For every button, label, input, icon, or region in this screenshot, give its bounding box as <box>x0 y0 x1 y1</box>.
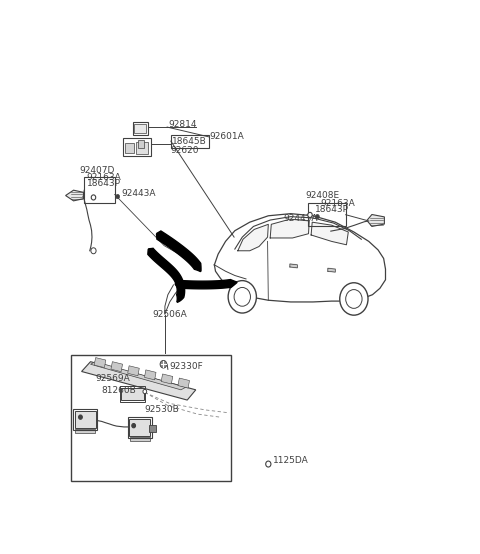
Text: 92601A: 92601A <box>210 132 244 141</box>
Circle shape <box>308 212 312 218</box>
Circle shape <box>315 214 319 219</box>
Circle shape <box>228 281 256 313</box>
Polygon shape <box>156 231 201 271</box>
Polygon shape <box>144 370 156 380</box>
Text: 92163A: 92163A <box>321 199 355 208</box>
Polygon shape <box>128 366 139 376</box>
Bar <box>136 142 148 155</box>
Text: 92814: 92814 <box>168 120 197 129</box>
Circle shape <box>91 248 96 254</box>
Polygon shape <box>367 214 384 227</box>
Circle shape <box>79 415 83 419</box>
Polygon shape <box>178 378 190 388</box>
Text: 18645B: 18645B <box>172 137 206 146</box>
Polygon shape <box>148 248 185 302</box>
Bar <box>138 140 144 147</box>
Text: 92530B: 92530B <box>145 405 180 414</box>
Text: 1125DA: 1125DA <box>273 456 309 465</box>
Polygon shape <box>290 264 297 268</box>
Bar <box>171 135 209 147</box>
Polygon shape <box>82 362 196 400</box>
Circle shape <box>340 283 368 315</box>
Bar <box>84 177 115 203</box>
Bar <box>71 355 231 481</box>
Polygon shape <box>175 280 237 289</box>
Text: 92569A: 92569A <box>96 373 130 383</box>
Bar <box>128 417 152 438</box>
Text: 18643P: 18643P <box>87 179 121 188</box>
Circle shape <box>160 361 167 368</box>
Circle shape <box>266 461 271 467</box>
Bar <box>123 138 151 156</box>
Polygon shape <box>66 190 84 201</box>
Bar <box>130 437 150 441</box>
Polygon shape <box>161 374 173 384</box>
Text: 92506A: 92506A <box>152 310 187 319</box>
Text: 92443A: 92443A <box>121 189 156 198</box>
Circle shape <box>116 194 120 199</box>
Circle shape <box>132 423 135 428</box>
Polygon shape <box>238 224 268 251</box>
Bar <box>125 143 134 153</box>
Bar <box>309 203 346 227</box>
Text: 81260B: 81260B <box>102 386 136 395</box>
Circle shape <box>143 389 147 394</box>
Polygon shape <box>111 362 122 372</box>
Text: 92407D: 92407D <box>79 166 115 175</box>
Text: 92620: 92620 <box>171 146 199 155</box>
Bar <box>121 388 144 400</box>
Polygon shape <box>94 357 106 367</box>
Text: 92330F: 92330F <box>170 362 204 371</box>
Bar <box>73 409 97 430</box>
Circle shape <box>91 195 96 200</box>
Text: 18643P: 18643P <box>315 205 349 214</box>
Bar <box>134 124 146 132</box>
Text: 92408E: 92408E <box>305 192 340 201</box>
Bar <box>74 411 96 428</box>
Bar <box>120 387 145 402</box>
Polygon shape <box>328 268 335 272</box>
Polygon shape <box>311 222 348 245</box>
Bar <box>129 419 150 436</box>
Polygon shape <box>270 219 309 238</box>
FancyBboxPatch shape <box>132 122 148 135</box>
Text: 92163A: 92163A <box>87 173 121 182</box>
Polygon shape <box>91 362 186 390</box>
Text: 92443A: 92443A <box>283 214 318 223</box>
Bar <box>148 425 156 432</box>
Bar <box>75 429 96 433</box>
